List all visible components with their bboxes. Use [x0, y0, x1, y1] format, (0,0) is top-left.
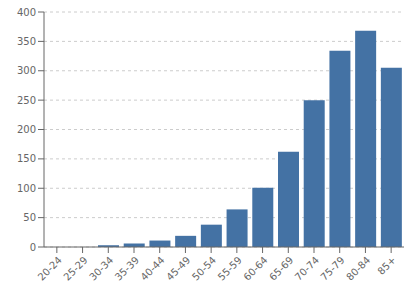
svg-text:150: 150: [17, 153, 36, 164]
svg-text:100: 100: [17, 183, 36, 194]
svg-text:250: 250: [17, 95, 36, 106]
svg-text:25-29: 25-29: [61, 254, 89, 282]
svg-text:80-84: 80-84: [344, 254, 372, 282]
svg-text:400: 400: [17, 7, 36, 18]
svg-text:65-69: 65-69: [267, 254, 295, 282]
svg-text:50-54: 50-54: [190, 254, 218, 282]
svg-text:200: 200: [17, 124, 36, 135]
svg-text:60-64: 60-64: [241, 254, 269, 282]
svg-text:75-79: 75-79: [318, 254, 346, 282]
svg-text:350: 350: [17, 36, 36, 47]
svg-text:30-34: 30-34: [87, 254, 115, 282]
svg-text:85+: 85+: [376, 254, 399, 277]
svg-text:35-39: 35-39: [113, 254, 141, 282]
svg-text:45-49: 45-49: [164, 254, 192, 282]
svg-text:50: 50: [23, 212, 36, 223]
svg-text:300: 300: [17, 65, 36, 76]
svg-text:40-44: 40-44: [138, 254, 166, 282]
svg-text:55-59: 55-59: [216, 254, 244, 282]
svg-text:20-24: 20-24: [36, 254, 64, 282]
svg-text:70-74: 70-74: [293, 254, 321, 282]
svg-text:0: 0: [30, 242, 36, 253]
